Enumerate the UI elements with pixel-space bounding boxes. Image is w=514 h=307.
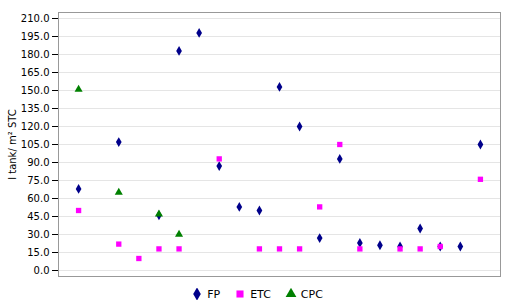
html-text:CPC: CPC — [300, 287, 323, 301]
svg-text:45.0: 45.0 — [27, 211, 49, 222]
svg-text:210.0: 210.0 — [21, 13, 50, 24]
svg-text:135.0: 135.0 — [21, 103, 50, 114]
svg-text:180.0: 180.0 — [21, 49, 50, 60]
svg-text:0.0: 0.0 — [34, 265, 50, 276]
svg-text:l tank/ m² STC: l tank/ m² STC — [7, 109, 18, 179]
svg-text:90.0: 90.0 — [27, 157, 49, 168]
html-text:ETC: ETC — [250, 287, 271, 301]
svg-text:15.0: 15.0 — [27, 247, 49, 258]
svg-text:75.0: 75.0 — [27, 175, 49, 186]
svg-text:60.0: 60.0 — [27, 193, 49, 204]
svg-text:120.0: 120.0 — [21, 121, 50, 132]
svg-text:105.0: 105.0 — [21, 139, 50, 150]
html-text:FP: FP — [207, 287, 221, 301]
svg-text:150.0: 150.0 — [21, 85, 50, 96]
svg-text:195.0: 195.0 — [21, 31, 50, 42]
svg-text:30.0: 30.0 — [27, 229, 49, 240]
svg-text:165.0: 165.0 — [21, 67, 50, 78]
